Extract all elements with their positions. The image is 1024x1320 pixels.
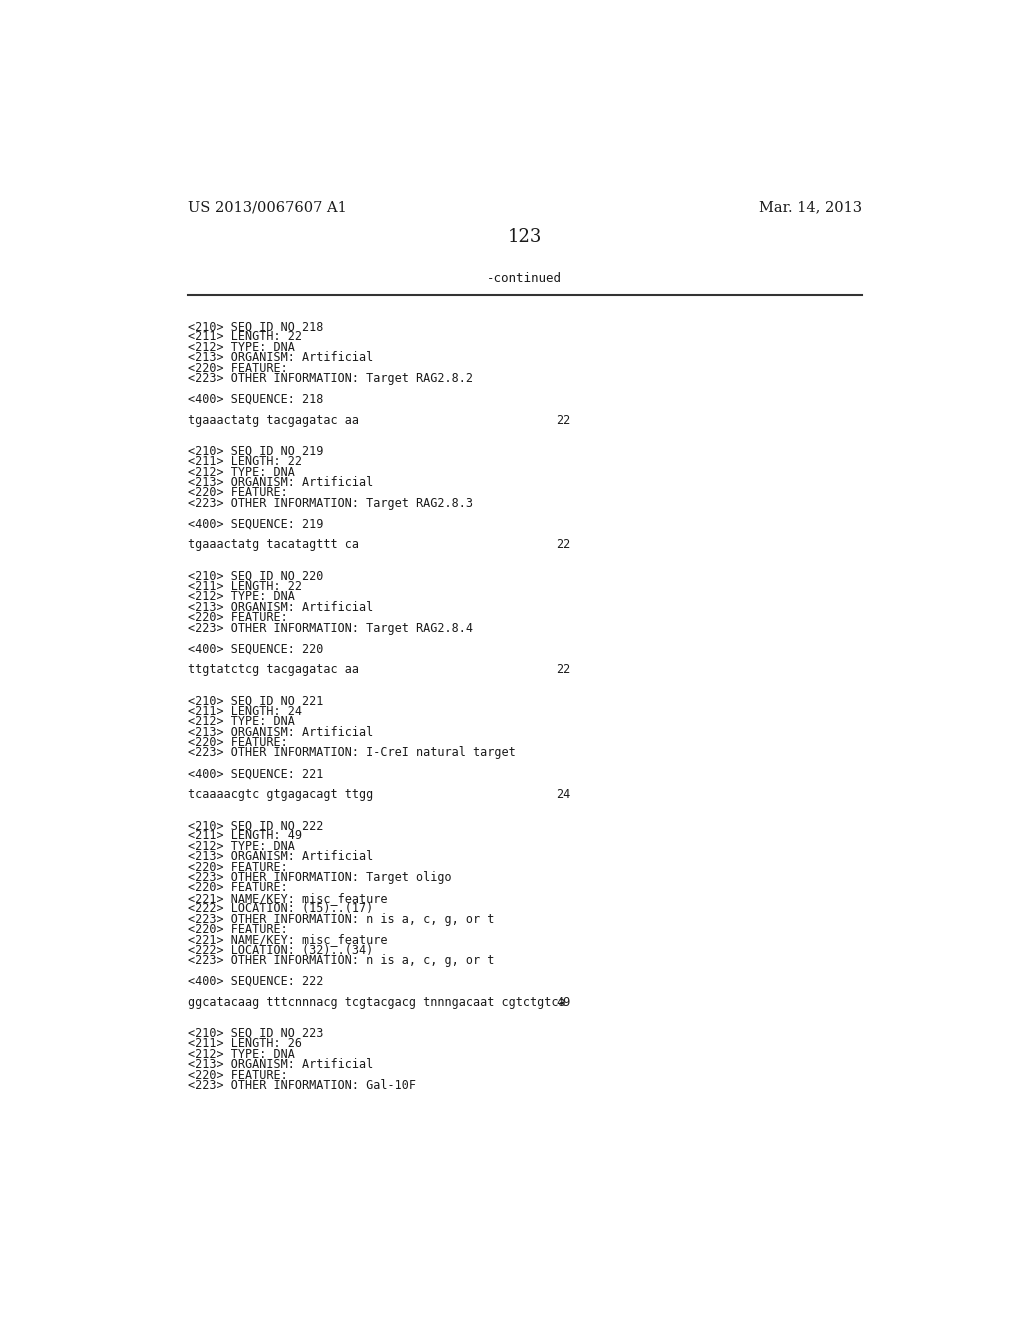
Text: <210> SEQ ID NO 221: <210> SEQ ID NO 221 [187,694,323,708]
Text: 123: 123 [508,227,542,246]
Text: tgaaactatg tacgagatac aa: tgaaactatg tacgagatac aa [187,413,358,426]
Text: 24: 24 [557,788,570,801]
Text: <220> FEATURE:: <220> FEATURE: [187,737,288,748]
Text: <213> ORGANISM: Artificial: <213> ORGANISM: Artificial [187,477,373,488]
Text: <220> FEATURE:: <220> FEATURE: [187,882,288,895]
Text: <223> OTHER INFORMATION: Gal-10F: <223> OTHER INFORMATION: Gal-10F [187,1078,416,1092]
Text: <221> NAME/KEY: misc_feature: <221> NAME/KEY: misc_feature [187,892,387,904]
Text: <211> LENGTH: 22: <211> LENGTH: 22 [187,455,301,469]
Text: <212> TYPE: DNA: <212> TYPE: DNA [187,840,294,853]
Text: US 2013/0067607 A1: US 2013/0067607 A1 [187,201,346,215]
Text: <220> FEATURE:: <220> FEATURE: [187,611,288,624]
Text: <210> SEQ ID NO 218: <210> SEQ ID NO 218 [187,321,323,333]
Text: <223> OTHER INFORMATION: I-CreI natural target: <223> OTHER INFORMATION: I-CreI natural … [187,746,515,759]
Text: <400> SEQUENCE: 220: <400> SEQUENCE: 220 [187,643,323,655]
Text: <212> TYPE: DNA: <212> TYPE: DNA [187,466,294,479]
Text: <223> OTHER INFORMATION: Target RAG2.8.2: <223> OTHER INFORMATION: Target RAG2.8.2 [187,372,472,385]
Text: <211> LENGTH: 22: <211> LENGTH: 22 [187,579,301,593]
Text: <220> FEATURE:: <220> FEATURE: [187,861,288,874]
Text: ggcatacaag tttcnnnacg tcgtacgacg tnnngacaat cgtctgtca: ggcatacaag tttcnnnacg tcgtacgacg tnnngac… [187,995,565,1008]
Text: <220> FEATURE:: <220> FEATURE: [187,1069,288,1081]
Text: 22: 22 [557,413,570,426]
Text: <220> FEATURE:: <220> FEATURE: [187,487,288,499]
Text: <223> OTHER INFORMATION: n is a, c, g, or t: <223> OTHER INFORMATION: n is a, c, g, o… [187,912,494,925]
Text: <212> TYPE: DNA: <212> TYPE: DNA [187,590,294,603]
Text: <221> NAME/KEY: misc_feature: <221> NAME/KEY: misc_feature [187,933,387,946]
Text: <220> FEATURE:: <220> FEATURE: [187,362,288,375]
Text: <223> OTHER INFORMATION: Target oligo: <223> OTHER INFORMATION: Target oligo [187,871,452,884]
Text: tcaaaacgtc gtgagacagt ttgg: tcaaaacgtc gtgagacagt ttgg [187,788,373,801]
Text: <222> LOCATION: (15)..(17): <222> LOCATION: (15)..(17) [187,903,373,915]
Text: <213> ORGANISM: Artificial: <213> ORGANISM: Artificial [187,601,373,614]
Text: <210> SEQ ID NO 222: <210> SEQ ID NO 222 [187,818,323,832]
Text: <400> SEQUENCE: 218: <400> SEQUENCE: 218 [187,393,323,405]
Text: <211> LENGTH: 26: <211> LENGTH: 26 [187,1038,301,1051]
Text: <213> ORGANISM: Artificial: <213> ORGANISM: Artificial [187,850,373,863]
Text: <222> LOCATION: (32)..(34): <222> LOCATION: (32)..(34) [187,944,373,957]
Text: <212> TYPE: DNA: <212> TYPE: DNA [187,1048,294,1061]
Text: Mar. 14, 2013: Mar. 14, 2013 [759,201,862,215]
Text: -continued: -continued [487,272,562,285]
Text: <400> SEQUENCE: 222: <400> SEQUENCE: 222 [187,975,323,987]
Text: <210> SEQ ID NO 223: <210> SEQ ID NO 223 [187,1027,323,1040]
Text: <211> LENGTH: 24: <211> LENGTH: 24 [187,705,301,718]
Text: <211> LENGTH: 49: <211> LENGTH: 49 [187,829,301,842]
Text: <211> LENGTH: 22: <211> LENGTH: 22 [187,330,301,343]
Text: <210> SEQ ID NO 220: <210> SEQ ID NO 220 [187,570,323,582]
Text: <400> SEQUENCE: 221: <400> SEQUENCE: 221 [187,767,323,780]
Text: <223> OTHER INFORMATION: Target RAG2.8.3: <223> OTHER INFORMATION: Target RAG2.8.3 [187,496,472,510]
Text: <213> ORGANISM: Artificial: <213> ORGANISM: Artificial [187,1059,373,1071]
Text: tgaaactatg tacatagttt ca: tgaaactatg tacatagttt ca [187,539,358,552]
Text: <213> ORGANISM: Artificial: <213> ORGANISM: Artificial [187,351,373,364]
Text: ttgtatctcg tacgagatac aa: ttgtatctcg tacgagatac aa [187,663,358,676]
Text: 22: 22 [557,663,570,676]
Text: <220> FEATURE:: <220> FEATURE: [187,923,288,936]
Text: <223> OTHER INFORMATION: Target RAG2.8.4: <223> OTHER INFORMATION: Target RAG2.8.4 [187,622,472,635]
Text: <223> OTHER INFORMATION: n is a, c, g, or t: <223> OTHER INFORMATION: n is a, c, g, o… [187,954,494,968]
Text: <210> SEQ ID NO 219: <210> SEQ ID NO 219 [187,445,323,458]
Text: <212> TYPE: DNA: <212> TYPE: DNA [187,341,294,354]
Text: <213> ORGANISM: Artificial: <213> ORGANISM: Artificial [187,726,373,738]
Text: <212> TYPE: DNA: <212> TYPE: DNA [187,715,294,729]
Text: <400> SEQUENCE: 219: <400> SEQUENCE: 219 [187,517,323,531]
Text: 49: 49 [557,995,570,1008]
Text: 22: 22 [557,539,570,552]
